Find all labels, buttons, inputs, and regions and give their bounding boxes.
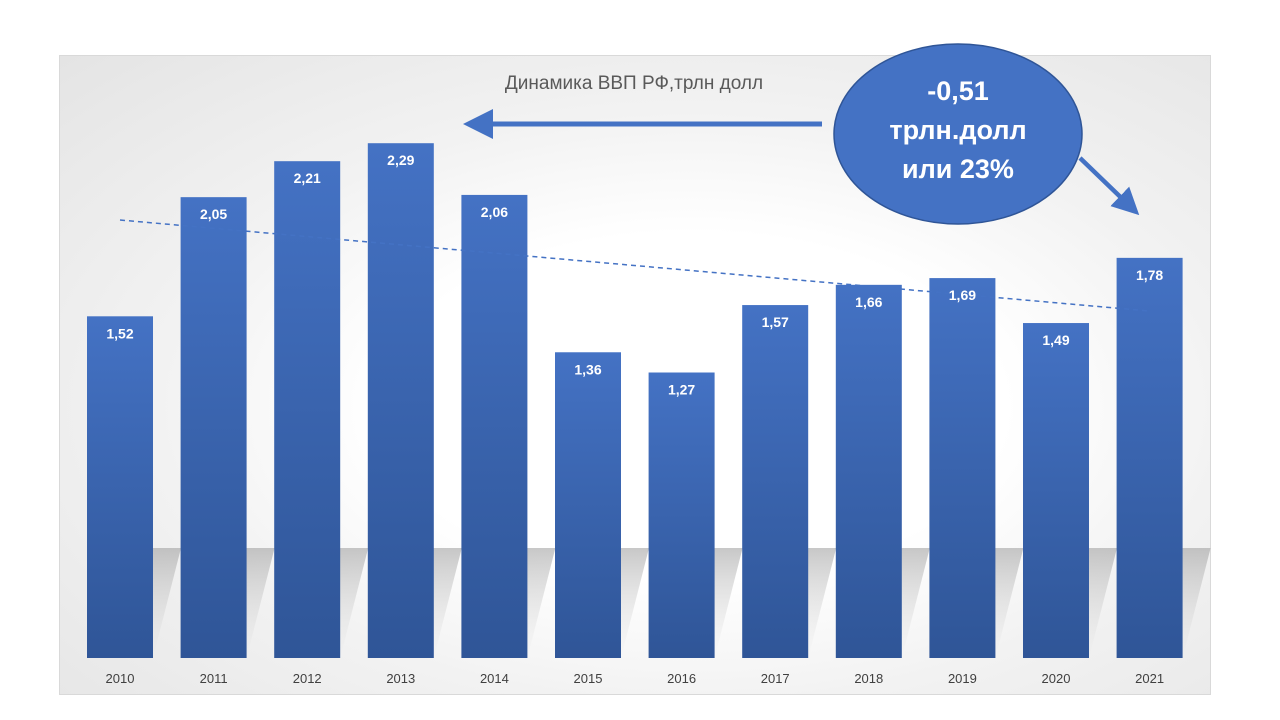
data-label-2013: 2,29 — [387, 152, 414, 168]
x-axis-tick-labels: 2010 2011 2012 2013 2014 2015 2016 2017 2018 2019… — [106, 671, 1165, 686]
data-label-2018: 1,66 — [855, 294, 882, 310]
bar-2020 — [1023, 323, 1089, 658]
data-label-2020: 1,49 — [1042, 332, 1069, 348]
callout-line-2: трлн.долл — [889, 115, 1026, 145]
callout-ellipse — [833, 43, 1083, 225]
bar-2012 — [274, 161, 341, 658]
bar-2019 — [929, 278, 996, 658]
chart-title: Динамика ВВП РФ,трлн долл — [505, 73, 763, 94]
data-labels-group: 1,52 2,05 2,21 2,29 2,06 1,36 1,27 1,57 1,66 1,69… — [106, 152, 1163, 397]
x-tick-2019: 2019 — [948, 671, 977, 686]
bar-2014 — [461, 194, 528, 659]
data-label-2012: 2,21 — [294, 170, 321, 186]
x-tick-2018: 2018 — [854, 671, 883, 686]
x-tick-2011: 2011 — [200, 671, 228, 686]
data-label-2011: 2,05 — [200, 206, 227, 222]
data-label-2019: 1,69 — [949, 287, 976, 303]
bar-2010 — [87, 316, 153, 658]
x-tick-2017: 2017 — [761, 671, 790, 686]
x-tick-2013: 2013 — [386, 671, 415, 686]
callout-line-1: -0,51 — [927, 76, 989, 106]
data-label-2010: 1,52 — [106, 325, 133, 341]
x-tick-2010: 2010 — [106, 671, 135, 686]
bar-2015 — [555, 352, 621, 658]
bars-group — [87, 143, 1183, 659]
data-label-2015: 1,36 — [574, 361, 601, 377]
bar-2013 — [367, 143, 434, 658]
x-tick-2020: 2020 — [1042, 671, 1071, 686]
bar-2017 — [742, 305, 809, 658]
bar-2018 — [835, 284, 902, 658]
data-label-2014: 2,06 — [481, 204, 508, 220]
x-tick-2016: 2016 — [667, 671, 696, 686]
data-label-2017: 1,57 — [762, 314, 789, 330]
x-tick-2015: 2015 — [574, 671, 603, 686]
x-tick-2012: 2012 — [293, 671, 322, 686]
bar-2016 — [648, 372, 715, 658]
bar-2021 — [1116, 257, 1183, 658]
trendline — [119, 219, 1150, 312]
x-tick-2014: 2014 — [480, 671, 509, 686]
x-tick-2021: 2021 — [1135, 671, 1164, 686]
data-label-2016: 1,27 — [668, 382, 695, 398]
down-arrow — [1078, 156, 1140, 216]
bar-2011 — [180, 197, 247, 658]
data-label-2021: 1,78 — [1136, 267, 1163, 283]
callout-line-3: или 23% — [902, 154, 1014, 184]
